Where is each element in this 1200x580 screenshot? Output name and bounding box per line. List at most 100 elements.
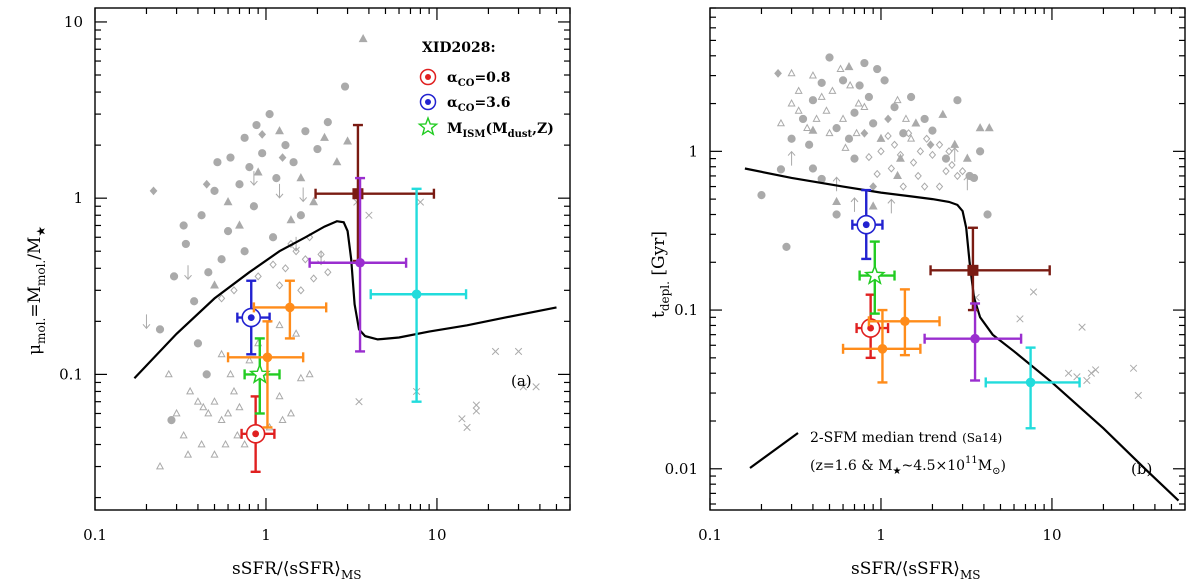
panel-a-bg-limit-arrow — [250, 171, 258, 186]
panel-a-bg-triangle — [286, 215, 296, 224]
panel-b-point-xid-aco-3.6 — [851, 188, 884, 261]
panel-a-bg-circle — [204, 268, 213, 277]
panel-b-label: (b) — [1131, 460, 1152, 478]
panel-a-bg-open-triangle — [296, 373, 305, 382]
panel-b-bg-cross — [1129, 364, 1138, 372]
panel-b-bg-triangle — [808, 125, 818, 134]
panel-b-bg-cross — [1064, 369, 1073, 377]
panel-a-bg-triangle — [275, 126, 284, 135]
panel-a-bg-triangle — [332, 157, 342, 166]
panel-b-y-tick-label: 1 — [688, 142, 698, 160]
legend-entry-aco-3-6: αCO=3.6 — [419, 93, 511, 114]
panel-b-marker-dot-xid-aco-0.8 — [867, 324, 875, 332]
panel-b-y-tick-label: 0.1 — [674, 301, 698, 319]
panel-b-bg-circle — [817, 78, 826, 87]
panel-b-bg-open-diamond — [914, 171, 922, 181]
panel-b-bg-open-triangle — [907, 134, 916, 142]
panel-b-point-cyan — [984, 346, 1081, 430]
panel-b-bg-triangle — [911, 118, 921, 127]
panel-a-bg-open-diamond — [309, 274, 318, 283]
panel-a-data-points — [226, 123, 468, 474]
panel-a-legend: XID2028: αCO=0.8 αCO=3.6 MISM(Mdust,Z) — [417, 40, 554, 140]
panel-b-bg-diamond — [774, 68, 782, 78]
panel-a-bg-open-diamond — [297, 286, 305, 295]
panel-a-bg-circle — [193, 339, 203, 348]
panel-a-bg-circle — [202, 370, 211, 379]
panel-b-bg-circle — [808, 96, 818, 105]
legend-label-aco-3-6: αCO=3.6 — [447, 95, 511, 114]
panel-b-bg-open-diamond — [890, 140, 899, 149]
panel-a-bg-circle — [268, 233, 278, 242]
panel-a-bg-circle — [258, 149, 267, 158]
panel-b-marker-cyan — [1025, 377, 1036, 388]
panel-b-bg-circle — [850, 108, 859, 117]
panel-a-bg-circle — [210, 186, 219, 195]
panel-b-bg-open-triangle — [854, 99, 863, 107]
panel-a-marker-dot-xid-aco-0.8 — [252, 430, 260, 438]
panel-a-bg-cross — [532, 383, 540, 391]
panel-b-bg-diamond — [884, 114, 892, 124]
panel-a-bg-cross — [491, 347, 500, 356]
panel-a-marker-dot-xid-aco-3.6 — [247, 314, 255, 322]
panel-a-bg-triangle — [253, 167, 263, 176]
panel-a-marker-square-brown — [352, 188, 364, 200]
panel-a-bg-circle — [167, 416, 176, 425]
panel-a-bg-open-triangle — [186, 386, 195, 395]
panel-a-bg-circle — [296, 211, 305, 220]
panel-a-bg-open-diamond — [281, 264, 290, 273]
panel-a-y-tick-label: 0.1 — [59, 365, 83, 383]
panel-b-bg-circle — [805, 140, 814, 149]
panel-b-marker-orange-2 — [900, 316, 910, 327]
panel-b-bg-triangle — [844, 61, 854, 71]
panel-a-bg-open-diamond — [269, 260, 277, 269]
panel-b-x-tick-label: 0.1 — [698, 526, 722, 544]
panel-b-bg-circle — [899, 129, 908, 138]
legend-marker-aco-3-6 — [419, 93, 437, 111]
panel-a-bg-cross — [365, 211, 373, 219]
panel-a-y-tick-label: 1 — [73, 189, 83, 207]
panel-b-trend-curve — [744, 167, 1180, 502]
annotation-trend-sample-line — [749, 432, 799, 469]
panel-b-bg-circle — [776, 165, 786, 174]
panel-a-bg-limit-arrow — [275, 183, 284, 199]
panel-b-bg-open-diamond — [909, 158, 918, 167]
panel-b-bg-open-triangle — [808, 71, 817, 79]
panel-b-bg-cross — [1016, 315, 1024, 323]
panel-a-bg-circle — [252, 120, 261, 130]
panel-a-bg-open-triangle — [278, 415, 287, 424]
panel-b-bg-cross — [1134, 391, 1142, 400]
panel-b-y-tick-label: 0.01 — [665, 460, 698, 478]
panel-a-bg-diamond — [202, 179, 211, 189]
legend-entry-aco-0-8: αCO=0.8 — [419, 68, 511, 89]
panel-b-bg-triangle — [984, 123, 994, 132]
panel-b-bg-limit-arrow — [950, 147, 959, 162]
panel-a-frame — [94, 7, 571, 511]
panel-b-ticks: 0.1 1 10 0.01 0.1 1 — [665, 7, 1186, 544]
panel-a-bg-triangle — [358, 33, 368, 43]
legend-marker-mism-star — [417, 115, 439, 136]
panel-a-y-tick-label: 10 — [64, 13, 83, 31]
panel-b-bg-triangle — [938, 109, 948, 118]
panel-a-bg-open-triangle — [210, 397, 219, 405]
panel-b-marker-purple — [970, 333, 980, 344]
panel-a-bg-cross — [514, 347, 523, 356]
panel-a-ticks: 0.1 1 10 0.1 1 10 — [59, 8, 571, 544]
panel-b-bg-triangle — [950, 139, 960, 148]
panel-a-bg-circle — [313, 144, 322, 154]
panel-b-trend — [744, 167, 1180, 502]
panel-a-bg-cross — [463, 423, 471, 432]
panel-a-bg-open-triangle — [204, 408, 213, 417]
panel-b-bg-cross — [1087, 369, 1096, 377]
legend-entry-mism: MISM(Mdust,Z) — [417, 115, 554, 140]
annotation-line-2: (z=1.6 & M★~4.5×1011M⊙) — [810, 455, 1006, 477]
panel-a-bg-diamond — [149, 186, 158, 196]
panel-b-frame — [709, 7, 1186, 511]
panel-b-bg-open-diamond — [887, 164, 896, 173]
panel-a-bg-open-triangle — [217, 349, 226, 358]
panel-b-bg-limit-arrow — [887, 198, 896, 214]
panel-b-bg-open-diamond — [916, 147, 925, 156]
panel-a-marker-purple — [355, 257, 365, 268]
panel-b-bg-circle — [844, 134, 854, 143]
panel-b-point-orange-2 — [867, 288, 941, 357]
panel-b-bg-open-triangle — [852, 128, 861, 137]
